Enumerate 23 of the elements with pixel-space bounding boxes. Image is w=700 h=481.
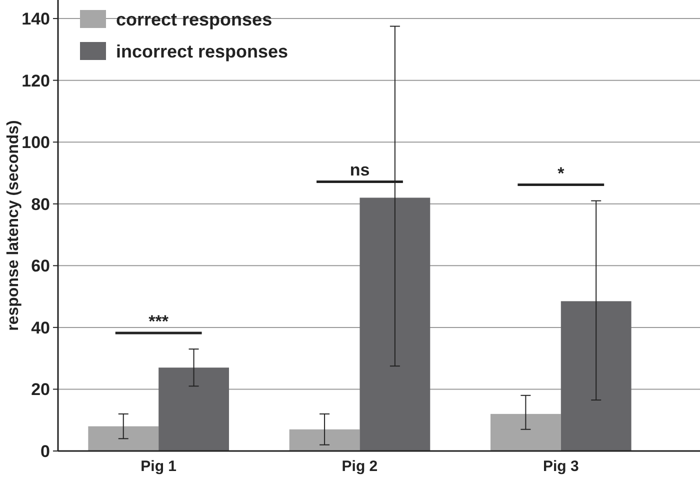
annotation: *** <box>148 312 169 332</box>
bar <box>360 198 430 451</box>
y-tick-label: 100 <box>22 133 50 152</box>
x-tick-label: Pig 2 <box>342 458 378 475</box>
y-tick-label: 140 <box>22 9 50 28</box>
bar <box>158 368 229 451</box>
y-axis-title: response latency (seconds) <box>5 120 22 331</box>
bar <box>88 426 159 451</box>
y-tick-label: 120 <box>22 71 50 90</box>
x-tick-label: Pig 3 <box>542 458 579 475</box>
y-tick-label: 80 <box>31 194 50 214</box>
y-tick-label: 60 <box>31 256 50 276</box>
legend-label: correct responses <box>116 9 272 30</box>
legend-label: incorrect responses <box>116 41 288 62</box>
bar <box>289 429 360 451</box>
y-tick-label: 20 <box>31 380 50 400</box>
y-tick-label: 40 <box>31 318 50 338</box>
x-tick-label: Pig 1 <box>140 458 177 475</box>
annotation: * <box>558 164 565 183</box>
bar <box>490 414 561 451</box>
y-tick-label: 0 <box>40 442 50 461</box>
annotation: ns <box>350 160 370 180</box>
bar <box>560 301 632 451</box>
